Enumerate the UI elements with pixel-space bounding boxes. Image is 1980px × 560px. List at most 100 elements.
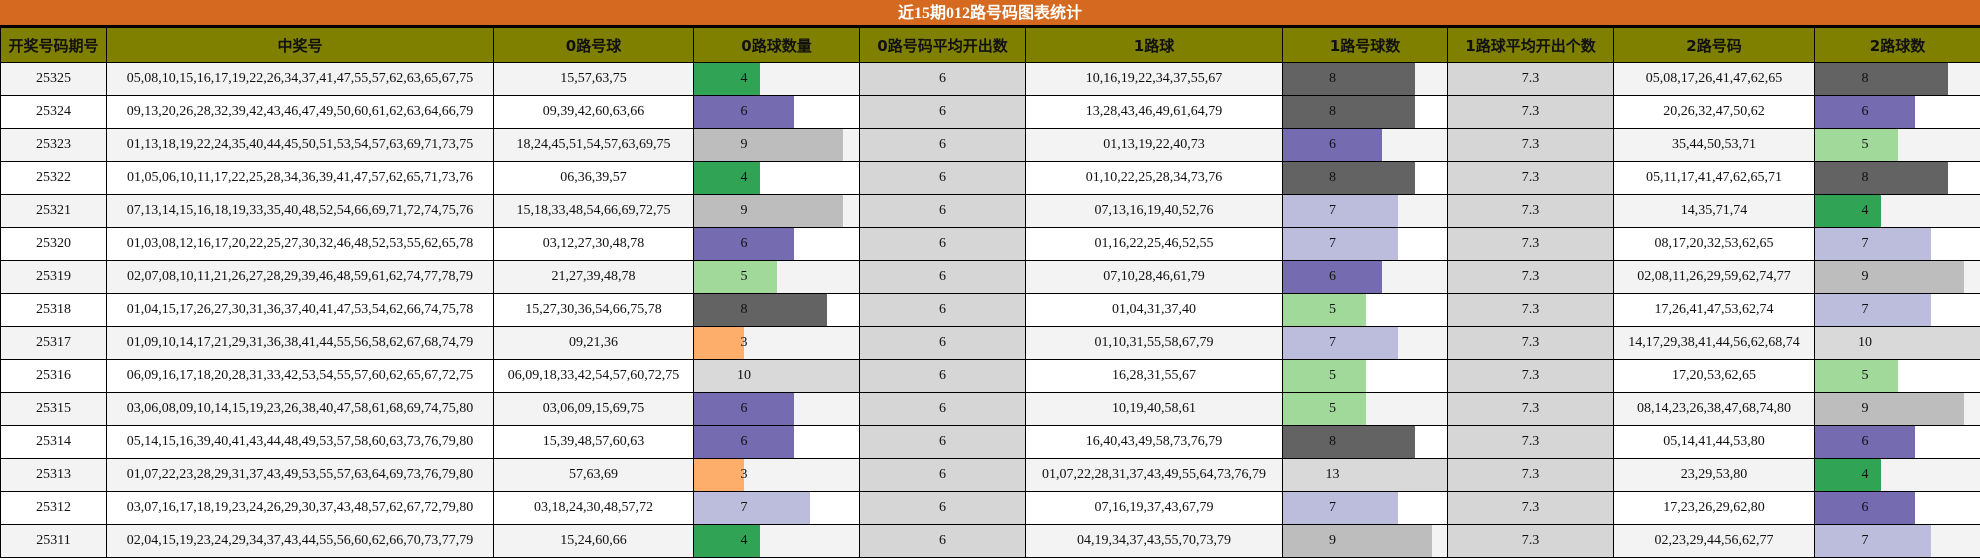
header-route0-avg: 0路号码平均开出数: [859, 27, 1026, 63]
route1-avg-cell: 7.3: [1447, 194, 1614, 228]
route1-numbers-cell: 01,10,31,55,58,67,79: [1025, 326, 1283, 360]
table-row: 25311 02,04,15,19,23,24,29,34,37,43,44,55…: [0, 524, 1980, 558]
route1-avg-cell: 7.3: [1447, 392, 1614, 426]
route0-avg-cell: 6: [859, 392, 1026, 426]
route0-avg-cell: 6: [859, 425, 1026, 459]
route0-count-bar: 6: [693, 425, 860, 459]
table-row: 25318 01,04,15,17,26,27,30,31,36,37,40,41…: [0, 293, 1980, 327]
issue-cell: 25319: [0, 260, 107, 294]
route1-numbers-cell: 01,07,22,28,31,37,43,49,55,64,73,76,79: [1025, 458, 1283, 492]
route2-count-bar: 10: [1814, 326, 1980, 360]
route0-numbers-cell: 18,24,45,51,54,57,63,69,75: [493, 128, 694, 162]
count-value: 5: [1329, 401, 1336, 416]
route1-count-bar: 5: [1282, 293, 1448, 327]
count-value: 7: [1329, 335, 1336, 350]
route1-avg-cell: 7.3: [1447, 95, 1614, 129]
count-bar-fill: [1283, 228, 1398, 260]
issue-cell: 25323: [0, 128, 107, 162]
route2-numbers-cell: 05,14,41,44,53,80: [1613, 425, 1815, 459]
count-bar-fill: [694, 228, 794, 260]
count-value: 4: [1861, 467, 1869, 482]
count-bar-fill: [694, 393, 794, 425]
route1-avg-cell: 7.3: [1447, 458, 1614, 492]
route0-count-bar: 8: [693, 293, 860, 327]
route2-numbers-cell: 05,11,17,41,47,62,65,71: [1613, 161, 1815, 195]
route1-avg-cell: 7.3: [1447, 227, 1614, 261]
issue-cell: 25311: [0, 524, 107, 558]
route0-avg-cell: 6: [859, 161, 1026, 195]
count-value: 8: [1861, 71, 1869, 86]
count-bar-fill: [1283, 525, 1432, 557]
count-bar-fill: [694, 162, 760, 194]
table-row: 25325 05,08,10,15,16,17,19,22,26,34,37,41…: [0, 62, 1980, 96]
issue-cell: 25314: [0, 425, 107, 459]
count-value: 3: [740, 467, 748, 482]
issue-cell: 25317: [0, 326, 107, 360]
route1-count-bar: 9: [1282, 524, 1448, 558]
count-value: 4: [740, 533, 748, 548]
count-value: 8: [740, 302, 748, 317]
count-bar-fill: [1283, 162, 1415, 194]
route1-count-bar: 8: [1282, 425, 1448, 459]
count-value: 5: [1861, 137, 1869, 152]
sheet-title: 近15期012路号码图表统计: [0, 0, 1980, 27]
count-value: 9: [1861, 401, 1869, 416]
route0-count-bar: 7: [693, 491, 860, 525]
count-value: 6: [1861, 434, 1869, 449]
route2-numbers-cell: 17,26,41,47,53,62,74: [1613, 293, 1815, 327]
count-bar-fill: [1283, 63, 1415, 95]
route2-count-bar: 8: [1814, 161, 1980, 195]
route2-count-bar: 8: [1814, 62, 1980, 96]
route2-numbers-cell: 08,17,20,32,53,62,65: [1613, 227, 1815, 261]
count-bar-fill: [1815, 525, 1931, 557]
route0-count-bar: 6: [693, 95, 860, 129]
route0-avg-cell: 6: [859, 95, 1026, 129]
winning-numbers-cell: 02,07,08,10,11,21,26,27,28,29,39,46,48,5…: [106, 260, 494, 294]
count-bar-fill: [1283, 195, 1398, 227]
count-bar-fill: [1815, 162, 1948, 194]
route1-avg-cell: 7.3: [1447, 425, 1614, 459]
issue-cell: 25313: [0, 458, 107, 492]
count-value: 6: [740, 236, 748, 251]
route0-avg-cell: 6: [859, 128, 1026, 162]
route2-numbers-cell: 14,17,29,38,41,44,56,62,68,74: [1613, 326, 1815, 360]
issue-cell: 25324: [0, 95, 107, 129]
route0-avg-cell: 6: [859, 293, 1026, 327]
count-value: 5: [1329, 368, 1336, 383]
issue-cell: 25322: [0, 161, 107, 195]
count-bar-fill: [1815, 96, 1915, 128]
count-value: 5: [740, 269, 748, 284]
winning-numbers-cell: 01,03,08,12,16,17,20,22,25,27,30,32,46,4…: [106, 227, 494, 261]
table-row: 25319 02,07,08,10,11,21,26,27,28,29,39,46…: [0, 260, 1980, 294]
route0-numbers-cell: 15,18,33,48,54,66,69,72,75: [493, 194, 694, 228]
table-row: 25314 05,14,15,16,39,40,41,43,44,48,49,53…: [0, 425, 1980, 459]
route0-numbers-cell: 21,27,39,48,78: [493, 260, 694, 294]
route1-count-bar: 7: [1282, 326, 1448, 360]
issue-cell: 25315: [0, 392, 107, 426]
header-route1-avg: 1路球平均开出个数: [1447, 27, 1614, 63]
route1-numbers-cell: 01,13,19,22,40,73: [1025, 128, 1283, 162]
table-row: 25324 09,13,20,26,28,32,39,42,43,46,47,49…: [0, 95, 1980, 129]
count-value: 8: [1861, 170, 1869, 185]
route1-avg-cell: 7.3: [1447, 293, 1614, 327]
route0-numbers-cell: 06,36,39,57: [493, 161, 694, 195]
count-bar-fill: [1283, 327, 1398, 359]
route2-count-bar: 7: [1814, 227, 1980, 261]
route2-count-bar: 9: [1814, 260, 1980, 294]
route0-count-bar: 6: [693, 392, 860, 426]
header-route0-numbers: 0路号球: [493, 27, 694, 63]
route1-count-bar: 8: [1282, 161, 1448, 195]
route0-numbers-cell: 03,12,27,30,48,78: [493, 227, 694, 261]
count-value: 7: [1861, 236, 1869, 251]
winning-numbers-cell: 01,05,06,10,11,17,22,25,28,34,36,39,41,4…: [106, 161, 494, 195]
route2-numbers-cell: 14,35,71,74: [1613, 194, 1815, 228]
route1-avg-cell: 7.3: [1447, 161, 1614, 195]
route0-count-bar: 3: [693, 326, 860, 360]
route2-numbers-cell: 23,29,53,80: [1613, 458, 1815, 492]
count-value: 7: [1861, 533, 1869, 548]
count-value: 6: [1329, 137, 1336, 152]
route0-count-bar: 9: [693, 128, 860, 162]
count-bar-fill: [694, 459, 744, 491]
route1-count-bar: 7: [1282, 227, 1448, 261]
route2-count-bar: 5: [1814, 128, 1980, 162]
